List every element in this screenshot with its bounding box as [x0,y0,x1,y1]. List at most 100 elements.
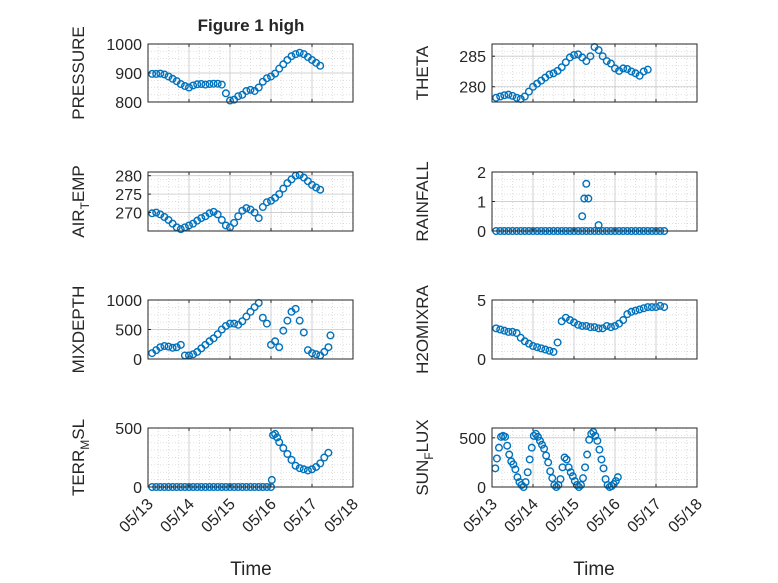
x-tick-label: 05/13 [116,496,156,536]
data-point-terr_msl [283,449,292,458]
markers-sun_flux [492,427,622,491]
data-point-h2omixra [594,324,603,333]
data-point-mixdepth [262,319,271,328]
data-point-mixdepth [271,337,280,346]
data-point-mixdepth [250,303,259,312]
data-point-pressure [164,72,173,81]
data-point-air_temp [275,190,284,199]
y-axis-label-theta: THETA [413,45,432,100]
data-point-sun_flux [597,455,606,464]
data-point-pressure [205,80,214,89]
subplot-mixdepth: 0 500 1000 MIXDEPTH [69,286,354,374]
data-point-mixdepth [213,330,222,339]
subplot-theta: 280 285 THETA [413,43,698,103]
data-point-air_temp [312,183,321,192]
y-tick-label-h2omixra: 0 [477,352,486,369]
subplot-sun_flux: 0 500 SUNFLUX 05/13 05/14 05/15 05/16 05/17 05/1… [413,419,706,536]
data-point-pressure [291,50,300,59]
data-point-terr_msl [320,453,329,462]
y-tick-label-theta: 285 [459,49,486,66]
data-point-h2omixra [561,313,570,322]
data-point-h2omixra [524,339,533,348]
data-point-h2omixra [627,307,636,316]
data-point-sun_flux [589,427,598,436]
data-point-sun_flux [593,436,602,445]
data-point-terr_msl [295,464,304,473]
data-point-air_temp [279,184,288,193]
data-point-terr_msl [291,461,300,470]
data-point-pressure [189,81,198,90]
axes-box-theta [491,43,698,103]
data-point-air_temp [221,221,230,230]
data-point-pressure [201,80,210,89]
markers-pressure [148,48,325,105]
data-point-h2omixra [602,321,611,330]
data-point-sun_flux [556,475,565,484]
data-point-h2omixra [631,306,640,315]
data-point-h2omixra [541,345,550,354]
data-point-terr_msl [287,455,296,464]
data-point-sun_flux [560,453,569,462]
data-point-air_temp [250,208,259,217]
data-point-pressure [213,79,222,88]
data-point-theta [627,67,636,76]
y-axis-label-mixdepth: MIXDEPTH [69,286,88,374]
data-point-terr_msl [279,444,288,453]
data-point-h2omixra [512,329,521,338]
subplot-terr_msl: 0 500 TERRMSL 05/13 05/14 05/15 05/16 05/17 05/1… [69,419,362,536]
data-point-pressure [254,83,263,92]
data-point-air_temp [152,208,161,217]
data-point-mixdepth [275,343,284,352]
data-point-h2omixra [647,303,656,312]
data-point-air_temp [258,203,267,212]
data-point-theta [643,65,652,74]
data-point-pressure [168,74,177,83]
data-point-h2omixra [643,303,652,312]
y-tick-label-h2omixra: 5 [477,293,486,310]
data-point-h2omixra [652,303,661,312]
data-point-theta [639,67,648,76]
data-point-theta [492,93,501,102]
subplot-pressure: 800 900 1000 PRESSURE [69,26,354,120]
data-point-sun_flux [595,445,604,454]
data-point-theta [561,58,570,67]
y-axis-label-rainfall: RAINFALL [413,161,432,241]
y-axis-label-h2omixra: H2OMIXRA [413,284,432,373]
data-point-h2omixra [500,326,509,335]
data-point-pressure [275,64,284,73]
data-point-mixdepth [164,342,173,351]
data-point-sun_flux [527,443,536,452]
data-point-h2omixra [508,327,517,336]
y-tick-label-rainfall: 1 [477,195,486,212]
data-point-pressure [184,83,193,92]
data-point-theta [549,69,558,78]
y-tick-label-mixdepth: 1000 [106,293,142,310]
y-tick-label-terr_msl: 500 [115,421,142,438]
x-axis-label-left: Time [230,559,272,580]
data-point-sun_flux [564,463,573,472]
markers-air_temp [148,170,325,234]
data-point-mixdepth [326,331,335,340]
data-point-sun_flux [525,455,534,464]
data-point-theta [524,87,533,96]
data-point-pressure [152,69,161,78]
data-point-sun_flux [599,464,608,473]
data-point-air_temp [242,204,251,213]
data-point-h2omixra [504,327,513,336]
data-point-theta [606,59,615,68]
subplot-h2omixra: 0 5 H2OMIXRA [413,284,698,374]
data-point-terr_msl [303,466,312,475]
axes-box-sun_flux [491,427,698,488]
data-point-air_temp [205,209,214,218]
data-point-theta [594,46,603,55]
data-point-pressure [271,69,280,78]
data-point-mixdepth [221,321,230,330]
data-point-mixdepth [225,319,234,328]
data-point-sun_flux [535,436,544,445]
data-point-h2omixra [565,316,574,325]
data-point-pressure [246,85,255,94]
y-axis-label-pressure: PRESSURE [69,26,88,120]
data-point-mixdepth [283,316,292,325]
data-point-h2omixra [545,346,554,355]
